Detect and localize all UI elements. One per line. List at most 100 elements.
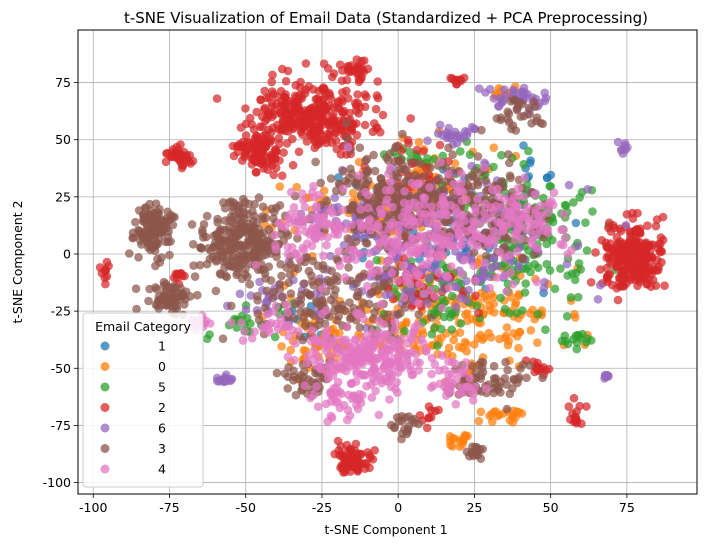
point-3 [370,166,380,176]
point-3 [258,202,268,211]
point-2 [354,75,364,84]
point-0 [514,343,523,353]
point-4 [291,249,301,258]
point-6 [539,283,549,293]
point-3 [222,245,231,255]
point-3 [211,230,221,239]
point-2 [325,101,334,111]
point-6 [613,137,623,147]
point-4 [387,236,397,246]
point-2 [655,247,665,257]
point-4 [363,281,372,291]
point-6 [593,295,603,304]
point-3 [150,208,159,218]
point-4 [440,199,450,209]
point-3 [258,212,267,221]
point-4 [420,238,430,247]
point-0 [462,347,472,356]
point-3 [354,274,364,284]
point-4 [352,359,361,368]
point-3 [503,365,512,375]
point-6 [621,221,631,230]
point-5 [571,331,581,341]
point-2 [641,247,651,257]
point-4 [405,250,415,259]
point-4 [365,261,374,270]
point-3 [426,163,435,172]
point-3 [153,222,162,232]
point-4 [304,213,314,223]
point-0 [507,293,516,302]
point-3 [176,283,185,293]
point-4 [422,244,432,254]
point-4 [305,230,314,239]
point-3 [427,313,436,322]
point-3 [473,152,483,161]
point-0 [450,159,460,168]
point-3 [326,295,336,305]
point-2 [368,127,378,137]
point-4 [311,350,321,359]
point-3 [218,252,228,262]
point-4 [506,219,516,228]
legend-label-3: 3 [158,441,166,456]
point-3 [250,246,260,255]
point-3 [489,374,499,383]
point-2 [241,131,251,140]
point-4 [319,251,328,261]
point-5 [541,325,550,335]
point-2 [625,255,635,264]
point-6 [450,130,459,140]
point-3 [318,261,328,270]
point-3 [244,226,254,235]
y-tick-label: -50 [51,361,71,376]
point-2 [616,226,626,236]
point-2 [640,261,649,270]
point-5 [497,150,506,160]
point-6 [564,180,574,190]
point-4 [388,218,397,227]
point-4 [393,227,403,237]
point-4 [360,337,370,347]
point-3 [157,253,166,262]
point-2 [351,98,360,108]
point-3 [306,291,315,300]
point-6 [474,84,484,93]
point-3 [476,374,486,384]
point-3 [308,256,318,266]
point-4 [237,318,246,327]
point-4 [502,287,511,296]
point-3 [166,289,175,298]
point-2 [651,221,661,231]
point-4 [459,388,468,398]
point-5 [581,218,590,227]
point-3 [134,252,143,262]
point-2 [229,151,239,161]
point-4 [333,218,342,227]
point-0 [503,340,513,350]
point-3 [385,149,395,158]
point-3 [390,422,400,432]
point-4 [351,377,361,386]
point-4 [354,171,364,180]
point-3 [532,113,542,122]
point-2 [566,415,575,424]
point-2 [325,130,334,140]
point-4 [427,202,436,211]
plot-frame [77,29,698,495]
point-4 [456,178,466,188]
point-4 [513,184,523,193]
point-2 [335,60,345,69]
point-2 [591,248,600,257]
point-5 [588,207,597,216]
point-2 [278,124,288,134]
point-2 [646,282,656,292]
point-2 [620,273,629,282]
point-2 [238,137,248,147]
point-2 [302,118,312,128]
point-5 [573,292,583,302]
point-3 [187,220,197,229]
point-4 [377,210,386,219]
point-3 [334,311,344,321]
point-2 [185,151,194,160]
